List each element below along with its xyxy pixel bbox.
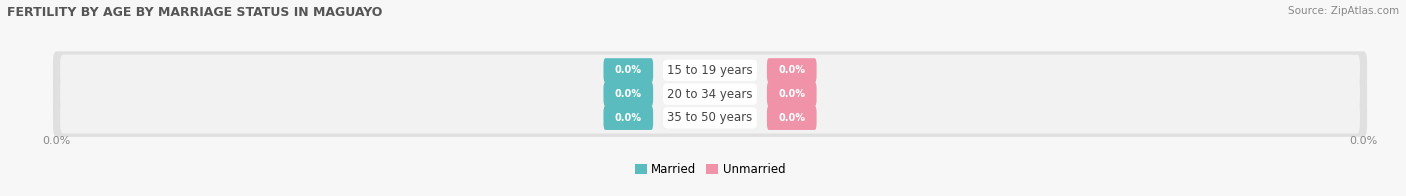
FancyBboxPatch shape (60, 78, 1360, 110)
FancyBboxPatch shape (766, 106, 817, 130)
FancyBboxPatch shape (603, 58, 654, 83)
FancyBboxPatch shape (766, 58, 817, 83)
FancyBboxPatch shape (53, 51, 1367, 89)
Text: Source: ZipAtlas.com: Source: ZipAtlas.com (1288, 6, 1399, 16)
Text: 20 to 34 years: 20 to 34 years (668, 88, 752, 101)
Text: 0.0%: 0.0% (779, 65, 806, 75)
Text: 0.0%: 0.0% (779, 113, 806, 123)
Text: 15 to 19 years: 15 to 19 years (668, 64, 752, 77)
Text: 0.0%: 0.0% (614, 65, 641, 75)
Text: 0.0%: 0.0% (614, 89, 641, 99)
FancyBboxPatch shape (60, 55, 1360, 86)
Text: 0.0%: 0.0% (779, 89, 806, 99)
Text: 35 to 50 years: 35 to 50 years (668, 111, 752, 124)
FancyBboxPatch shape (603, 106, 654, 130)
FancyBboxPatch shape (53, 99, 1367, 137)
FancyBboxPatch shape (53, 75, 1367, 113)
FancyBboxPatch shape (60, 102, 1360, 133)
Text: FERTILITY BY AGE BY MARRIAGE STATUS IN MAGUAYO: FERTILITY BY AGE BY MARRIAGE STATUS IN M… (7, 6, 382, 19)
Legend: Married, Unmarried: Married, Unmarried (636, 163, 785, 176)
FancyBboxPatch shape (766, 82, 817, 106)
FancyBboxPatch shape (603, 82, 654, 106)
Text: 0.0%: 0.0% (614, 113, 641, 123)
